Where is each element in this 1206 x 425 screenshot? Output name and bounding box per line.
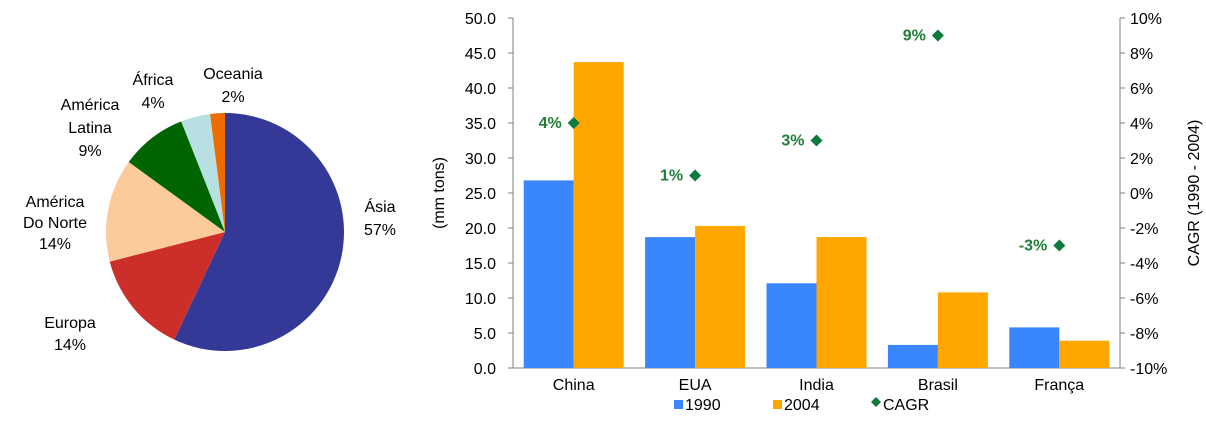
- cagr-marker-brasil: [931, 29, 944, 42]
- x-tick-label-eua: EUA: [679, 377, 712, 394]
- bar-india-1990: [766, 283, 817, 368]
- y2-tick-label: 0%: [1130, 186, 1153, 203]
- legend-label-1990: 1990: [685, 397, 721, 414]
- y-tick-label: 40.0: [465, 81, 496, 98]
- x-tick-label-china: China: [553, 377, 595, 394]
- pie-value-label-america-latina: 9%: [78, 143, 101, 160]
- pie-value-label-oceania: 2%: [221, 89, 244, 106]
- cagr-label-brasil: 9%: [903, 28, 926, 45]
- x-tick-label-brasil: Brasil: [918, 377, 958, 394]
- y2-tick-label: 2%: [1130, 151, 1153, 168]
- bar-eua-1990: [645, 237, 696, 368]
- x-tick-label-india: India: [799, 377, 834, 394]
- y2-tick-label: 10%: [1130, 11, 1162, 28]
- legend-label-2004: 2004: [784, 397, 820, 414]
- pie-slice-oceania: [210, 113, 225, 232]
- cagr-marker-china: [567, 117, 580, 129]
- bar-china-2004: [573, 62, 624, 368]
- pie-slice-america-do-norte: [106, 162, 225, 262]
- cagr-marker-india: [810, 134, 823, 147]
- bar-eua-2004: [695, 225, 746, 368]
- pie-label-america-do-norte: América Do Norte: [23, 194, 87, 232]
- y-tick-label: 25.0: [465, 186, 496, 203]
- pie-slice-america-latina: [128, 121, 225, 232]
- bar-china-1990: [523, 180, 574, 368]
- pie-value-label-africa: 4%: [141, 95, 164, 112]
- bar-chart: 0.0 5.0 10.0 15.0 20.0 25.0 30.0 35.0 40.0 45.0 50…: [431, 11, 1203, 414]
- y-tick-label: 10.0: [465, 291, 496, 308]
- pie-slice-africa: [181, 113, 225, 232]
- legend-swatch-1990: [674, 400, 683, 409]
- y2-tick-label: -2%: [1130, 221, 1158, 238]
- y2-tick-label: -6%: [1130, 291, 1158, 308]
- bar-brasil-1990: [887, 344, 938, 368]
- y-tick-label: 15.0: [465, 256, 496, 273]
- bar-brasil-2004: [937, 292, 988, 368]
- y2-tick-label: 4%: [1130, 116, 1153, 133]
- bar-india-2004: [816, 237, 867, 368]
- pie-label-america-latina: América Latina: [61, 97, 120, 137]
- y-tick-label: 50.0: [465, 11, 496, 28]
- y2-tick-label: -4%: [1130, 256, 1158, 273]
- y-tick-label: 30.0: [465, 151, 496, 168]
- pie-label-africa: África: [133, 70, 174, 89]
- y2-axis-title: CAGR (1990 - 2004): [1186, 120, 1203, 267]
- legend-label-cagr: CAGR: [883, 397, 929, 414]
- y-tick-label: 20.0: [465, 221, 496, 238]
- pie-slice-europa: [109, 232, 225, 340]
- cagr-marker-eua: [689, 169, 702, 182]
- y-tick-label: 5.0: [474, 326, 496, 343]
- pie-value-label-america-do-norte: 14%: [39, 236, 71, 253]
- cagr-label-china: 4%: [539, 115, 562, 132]
- y-tick-label: 0.0: [474, 361, 496, 378]
- pie-value-label-europa: 14%: [54, 337, 86, 354]
- cagr-label-eua: 1%: [660, 168, 683, 185]
- bar-franca-2004: [1059, 340, 1110, 368]
- pie-slice-asia: [174, 113, 345, 351]
- legend-marker-cagr: [871, 397, 881, 407]
- y-tick-label: 45.0: [465, 46, 496, 63]
- pie-label-oceania: Oceania: [203, 66, 263, 83]
- y2-tick-label: 8%: [1130, 46, 1153, 63]
- y2-tick-label: 6%: [1130, 81, 1153, 98]
- pie-label-asia: Ásia: [364, 197, 395, 216]
- y2-tick-label: -8%: [1130, 326, 1158, 343]
- y-axis-title: (mm tons): [431, 157, 448, 229]
- pie-label-europa: Europa: [44, 315, 96, 332]
- bar-franca-1990: [1009, 327, 1060, 368]
- cagr-marker-franca: [1053, 239, 1066, 252]
- pie-value-label-asia: 57%: [364, 222, 396, 239]
- y2-tick-label: -10%: [1130, 361, 1167, 378]
- x-tick-label-franca: França: [1034, 377, 1084, 394]
- y-tick-label: 35.0: [465, 116, 496, 133]
- cagr-label-franca: -3%: [1019, 238, 1047, 255]
- pie-chart: Ásia 57% Europa 14% América Do Norte 14% Améric…: [23, 66, 396, 354]
- cagr-label-india: 3%: [781, 133, 804, 150]
- legend-swatch-2004: [773, 400, 782, 409]
